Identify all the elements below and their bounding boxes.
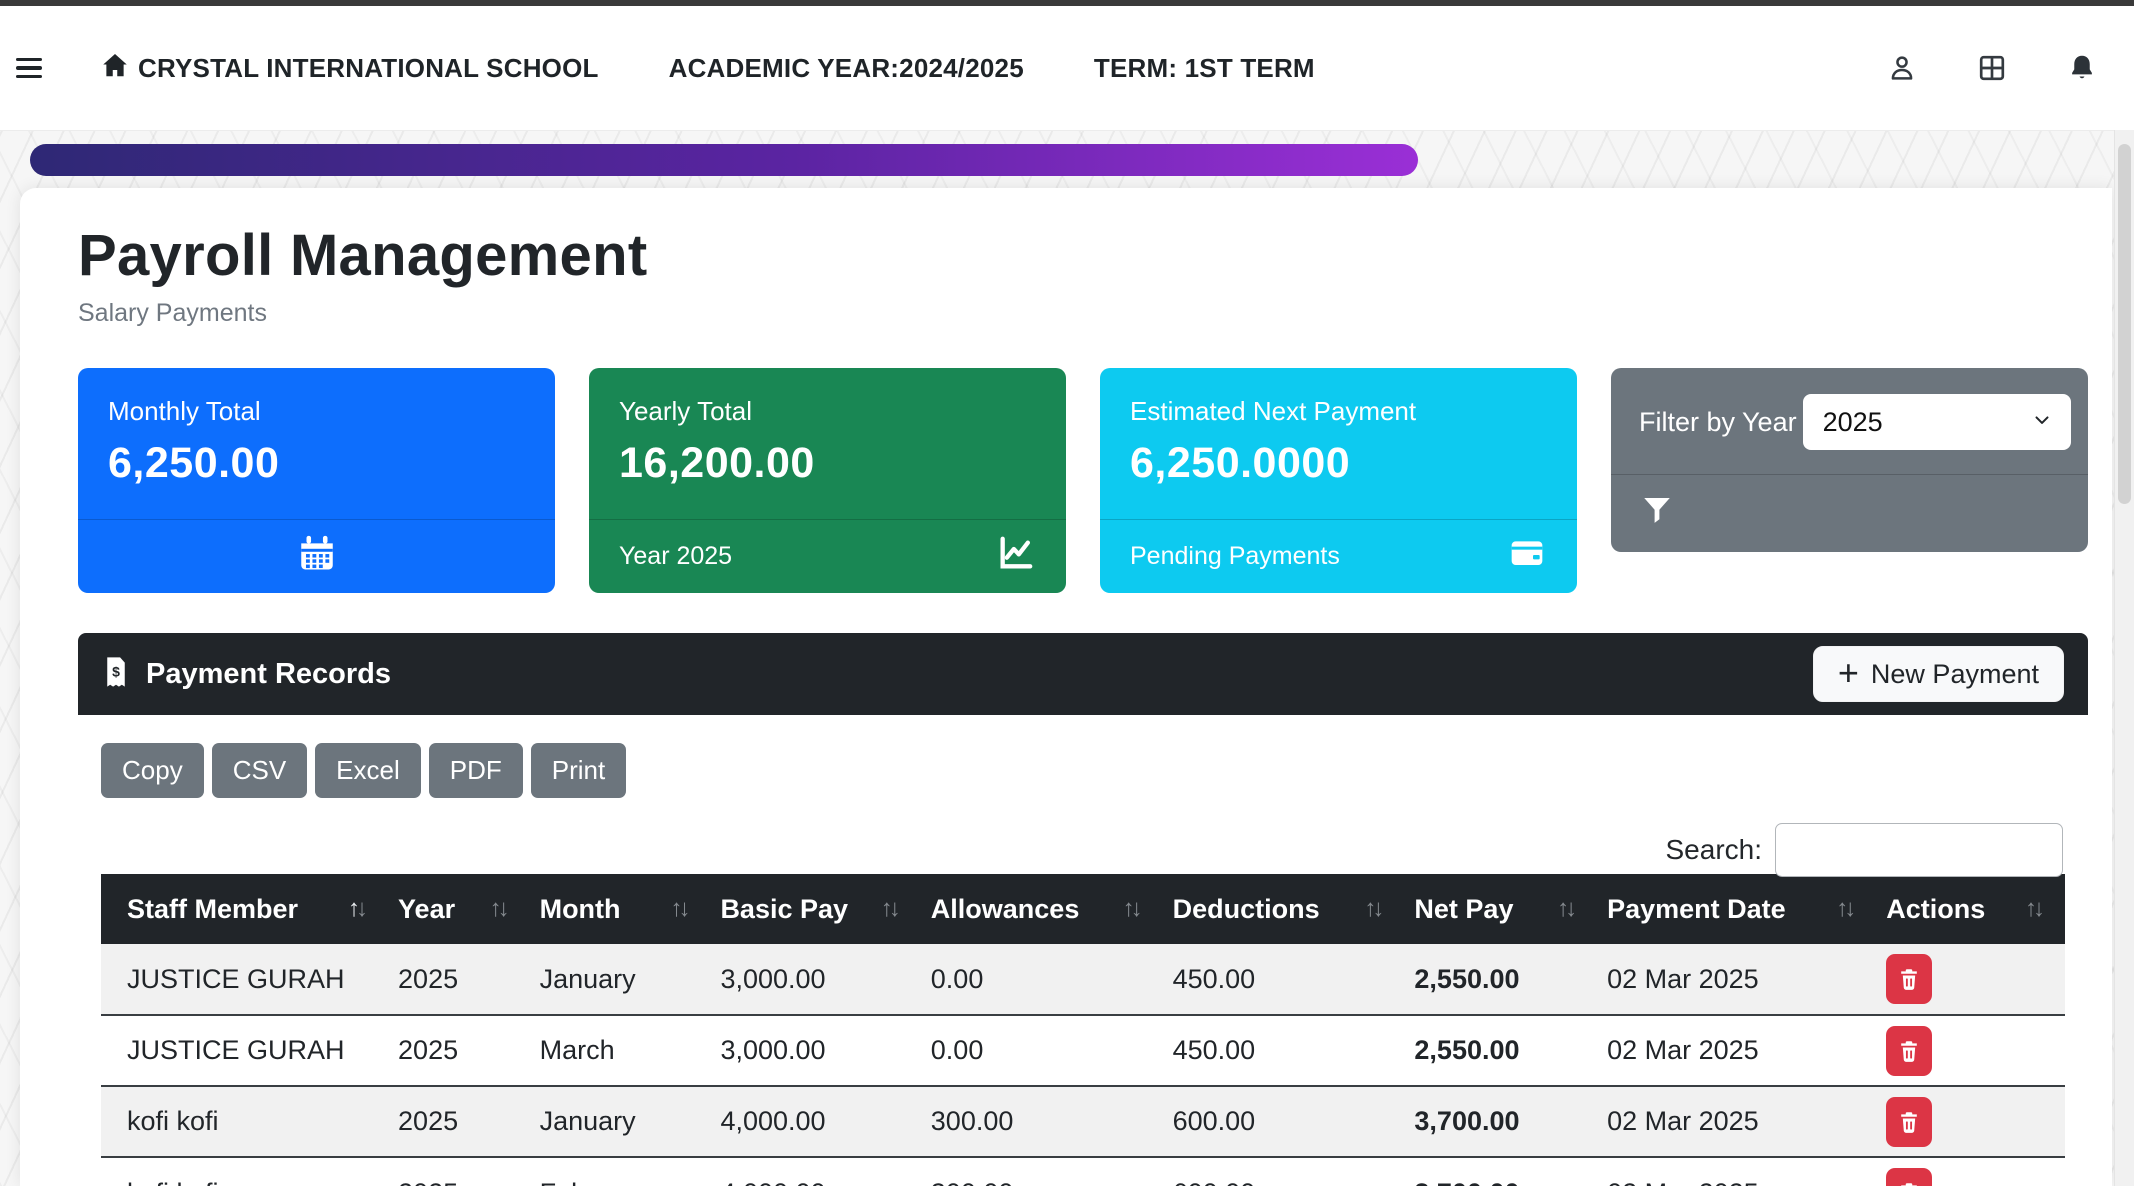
- panel-body: Copy CSV Excel PDF Print Search:: [78, 715, 2088, 1186]
- column-header-allowances[interactable]: Allowances ↑↓: [920, 874, 1163, 944]
- user-icon[interactable]: [1886, 52, 1918, 84]
- sort-icon: ↑↓: [489, 895, 510, 922]
- academic-year-label: ACADEMIC YEAR:2024/2025: [668, 52, 1024, 83]
- window-top-strip: [0, 0, 2134, 6]
- delete-button[interactable]: [1886, 1025, 1933, 1076]
- chart-line-icon: [996, 533, 1036, 580]
- column-header-staff-member[interactable]: Staff Member ↑↓: [101, 874, 389, 944]
- menu-icon[interactable]: [16, 52, 44, 84]
- monthly-total-card: Monthly Total 6,250.00: [78, 368, 555, 593]
- payment-records-table: Staff Member ↑↓ Year ↑↓ Month ↑↓ Basic Pay ↑…: [101, 874, 2065, 1186]
- copy-button[interactable]: Copy: [101, 743, 204, 798]
- payment-records-panel: $ Payment Records + New Payment Copy CSV…: [78, 633, 2088, 1186]
- yearly-total-label: Yearly Total: [619, 396, 752, 426]
- sort-icon: ↑↓: [1364, 895, 1384, 922]
- table-row: JUSTICE GURAH 2025 March 3,000.00 0.00 4…: [101, 1015, 2065, 1086]
- svg-text:$: $: [112, 663, 120, 679]
- year-select[interactable]: 2025: [1802, 394, 2071, 450]
- school-brand[interactable]: CRYSTAL INTERNATIONAL SCHOOL: [100, 51, 599, 86]
- year-select-value: 2025: [1822, 406, 1883, 437]
- yearly-total-card: Yearly Total 16,200.00 Year 2025: [589, 368, 1066, 593]
- print-button[interactable]: Print: [530, 743, 627, 798]
- scrollbar-thumb[interactable]: [2118, 144, 2131, 504]
- school-name: CRYSTAL INTERNATIONAL SCHOOL: [138, 52, 599, 83]
- search-input[interactable]: [1775, 823, 2063, 877]
- grid-icon[interactable]: [1976, 52, 2008, 84]
- monthly-total-label: Monthly Total: [108, 396, 261, 426]
- next-payment-card: Estimated Next Payment 6,250.0000 Pendin…: [1100, 368, 1577, 593]
- page-subtitle: Salary Payments: [78, 299, 267, 327]
- monthly-total-value: 6,250.00: [108, 439, 280, 487]
- table-row: JUSTICE GURAH 2025 January 3,000.00 0.00…: [101, 944, 2065, 1015]
- export-buttons: Copy CSV Excel PDF Print: [101, 741, 2065, 798]
- sort-icon: ↑↓: [1557, 895, 1577, 922]
- next-payment-label: Estimated Next Payment: [1130, 396, 1417, 426]
- chevron-down-icon: [2031, 407, 2053, 438]
- column-header-month[interactable]: Month ↑↓: [529, 874, 711, 944]
- panel-header: $ Payment Records + New Payment: [78, 633, 2088, 715]
- next-payment-footer-text: Pending Payments: [1130, 542, 1340, 570]
- column-header-year[interactable]: Year ↑↓: [388, 874, 530, 944]
- invoice-dollar-icon: $: [102, 655, 130, 694]
- yearly-footer-text: Year 2025: [619, 542, 733, 570]
- delete-button[interactable]: [1886, 1168, 1933, 1186]
- table-body: JUSTICE GURAH 2025 January 3,000.00 0.00…: [101, 944, 2065, 1186]
- table-row: kofi kofi 2025 January 4,000.00 300.00 6…: [101, 1086, 2065, 1157]
- scrollbar[interactable]: [2114, 130, 2134, 1186]
- csv-button[interactable]: CSV: [211, 743, 308, 798]
- home-icon: [100, 51, 130, 86]
- column-header-actions[interactable]: Actions ↑↓: [1876, 874, 2065, 944]
- sort-icon: ↑↓: [880, 895, 901, 922]
- yearly-total-value: 16,200.00: [619, 439, 815, 487]
- sort-icon: ↑↓: [348, 895, 368, 922]
- table-row: kofi kofi 2025 February 4,000.00 300.00 …: [101, 1157, 2065, 1186]
- filter-label: Filter by Year: [1639, 406, 1797, 437]
- page-title: Payroll Management: [78, 223, 648, 288]
- term-label: TERM: 1ST TERM: [1093, 52, 1315, 83]
- main-content: Payroll Management Salary Payments Month…: [20, 188, 2112, 1186]
- plus-icon: +: [1837, 651, 1859, 693]
- wallet-icon: [1507, 533, 1547, 580]
- sort-icon: ↑↓: [1836, 895, 1856, 922]
- progress-bar: [30, 144, 1418, 176]
- calendar-icon: [296, 532, 338, 581]
- column-header-deductions[interactable]: Deductions ↑↓: [1162, 874, 1405, 944]
- bell-icon[interactable]: [2066, 52, 2098, 84]
- pdf-button[interactable]: PDF: [428, 743, 523, 798]
- summary-cards-row: Monthly Total 6,250.00: [78, 368, 2088, 593]
- next-payment-value: 6,250.0000: [1130, 439, 1351, 487]
- delete-button[interactable]: [1886, 1096, 1933, 1147]
- sort-icon: ↑↓: [1122, 895, 1143, 922]
- filter-funnel-icon[interactable]: [1639, 492, 1675, 533]
- new-payment-button[interactable]: + New Payment: [1812, 646, 2064, 702]
- delete-button[interactable]: [1886, 954, 1933, 1004]
- excel-button[interactable]: Excel: [315, 743, 421, 798]
- panel-title: Payment Records: [146, 657, 391, 690]
- navbar: CRYSTAL INTERNATIONAL SCHOOL ACADEMIC YE…: [0, 6, 2134, 130]
- filter-card: Filter by Year 2025: [1611, 368, 2088, 552]
- sort-icon: ↑↓: [2025, 895, 2045, 922]
- search-label: Search:: [1665, 834, 1763, 865]
- column-header-payment-date[interactable]: Payment Date ↑↓: [1597, 874, 1877, 944]
- column-header-net-pay[interactable]: Net Pay ↑↓: [1404, 874, 1598, 944]
- sort-icon: ↑↓: [670, 895, 690, 922]
- column-header-basic-pay[interactable]: Basic Pay ↑↓: [710, 874, 921, 944]
